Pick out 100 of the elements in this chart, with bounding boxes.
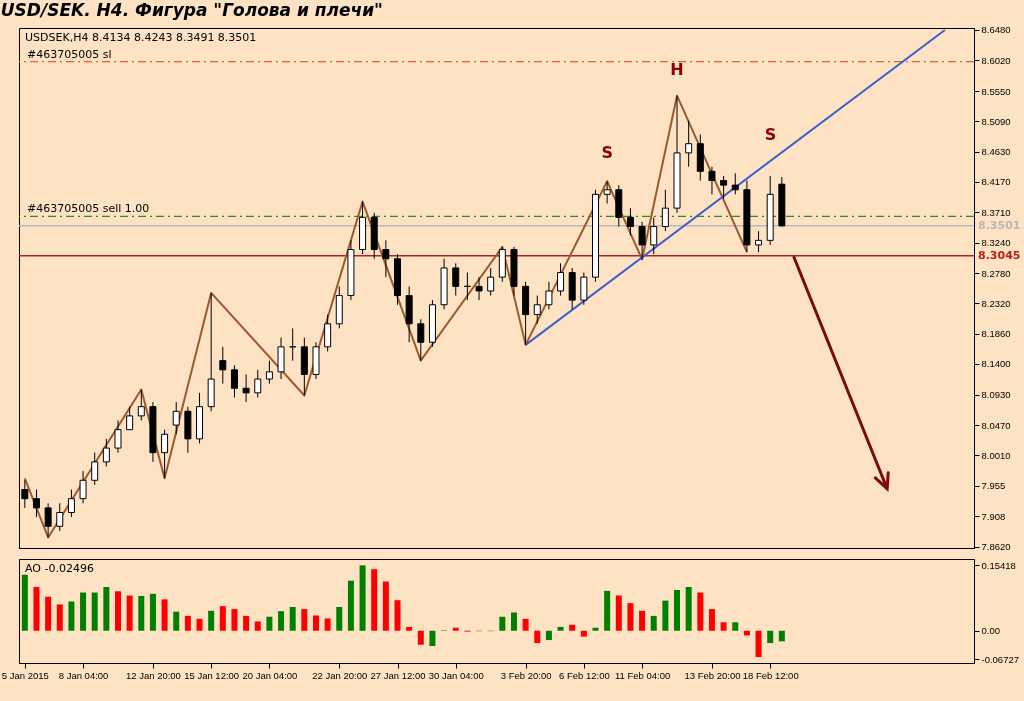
bar bbox=[371, 569, 378, 631]
candlestick bbox=[626, 207, 634, 237]
x-tick-label: 22 Jan 20:00 bbox=[312, 669, 368, 681]
candlestick bbox=[161, 429, 169, 479]
ref-line-label: 8.3501 bbox=[978, 218, 1021, 232]
annotation: USDSEK,H4 8.4134 8.4243 8.3491 8.3501 bbox=[25, 31, 257, 44]
candlestick bbox=[661, 189, 669, 232]
candlestick bbox=[265, 360, 273, 385]
candlestick bbox=[731, 172, 739, 195]
candlestick bbox=[720, 175, 728, 200]
bar bbox=[184, 615, 191, 631]
bar bbox=[173, 611, 180, 631]
bar bbox=[406, 626, 413, 631]
candlestick bbox=[755, 230, 763, 253]
bar bbox=[580, 630, 587, 637]
bar bbox=[126, 595, 133, 631]
y-tick-label: 8.0470 bbox=[981, 419, 1011, 431]
candlestick bbox=[533, 295, 541, 325]
bar bbox=[592, 627, 599, 631]
candlestick bbox=[56, 502, 64, 532]
bar bbox=[650, 615, 657, 631]
y-tick-label: 8.5090 bbox=[981, 115, 1011, 127]
bar bbox=[778, 630, 785, 642]
y-tick-label: 0.15418 bbox=[981, 559, 1016, 571]
x-tick-label: 6 Feb 12:00 bbox=[558, 669, 610, 681]
bar bbox=[324, 618, 331, 631]
bar bbox=[452, 627, 459, 631]
bar bbox=[312, 615, 319, 631]
bar bbox=[254, 621, 261, 631]
ref-line-label: #463705005 sl bbox=[27, 47, 112, 61]
y-tick-label: 8.6480 bbox=[981, 24, 1011, 36]
candlestick bbox=[708, 166, 716, 195]
candlestick bbox=[475, 276, 483, 301]
candlestick bbox=[382, 239, 390, 278]
bar bbox=[91, 592, 98, 631]
y-tick-label: 8.0930 bbox=[981, 389, 1011, 401]
bar bbox=[56, 604, 63, 631]
candlestick bbox=[487, 267, 495, 297]
y-tick-label: 8.6020 bbox=[981, 54, 1011, 66]
bar bbox=[278, 611, 285, 631]
x-tick-label: 3 Feb 20:00 bbox=[500, 669, 552, 681]
bar bbox=[534, 630, 541, 644]
bar bbox=[522, 618, 529, 631]
bar bbox=[499, 616, 506, 631]
bar bbox=[604, 590, 611, 631]
candlestick bbox=[67, 488, 75, 518]
bar bbox=[627, 603, 634, 631]
x-tick-label: 30 Jan 04:00 bbox=[428, 669, 484, 681]
y-tick-label: 0.00 bbox=[981, 625, 1000, 637]
y-tick-label: 7.955 bbox=[981, 480, 1006, 492]
candlestick bbox=[452, 262, 460, 297]
bar bbox=[382, 581, 389, 631]
bar bbox=[417, 630, 424, 645]
candlestick bbox=[137, 389, 145, 421]
x-tick-label: 18 Feb 12:00 bbox=[742, 669, 799, 681]
bar bbox=[243, 615, 250, 631]
candlestick bbox=[417, 318, 425, 362]
y-tick-label: 8.3240 bbox=[981, 237, 1011, 249]
bar bbox=[33, 587, 40, 631]
bar bbox=[347, 580, 354, 631]
y-tick-label: 7.8620 bbox=[981, 541, 1011, 553]
x-tick-label: 11 Feb 04:00 bbox=[614, 669, 671, 681]
bar bbox=[557, 626, 564, 631]
bar bbox=[266, 616, 273, 631]
annotation: S bbox=[764, 124, 777, 144]
bar bbox=[45, 596, 52, 631]
bar bbox=[21, 574, 28, 631]
candlestick bbox=[230, 364, 238, 398]
candlestick bbox=[638, 221, 646, 260]
candlestick bbox=[79, 470, 87, 504]
bar bbox=[114, 591, 121, 631]
candlestick bbox=[242, 373, 250, 403]
annotation: H bbox=[670, 59, 684, 79]
candlestick bbox=[324, 314, 332, 352]
bar bbox=[615, 595, 622, 631]
bar bbox=[510, 612, 517, 631]
bar bbox=[103, 587, 110, 631]
bar bbox=[755, 630, 762, 658]
x-tick-label: 15 Jan 12:00 bbox=[184, 669, 240, 681]
annotation: AO -0.02496 bbox=[25, 562, 94, 575]
candlestick bbox=[32, 488, 40, 518]
bar bbox=[208, 610, 215, 631]
y-tick-label: 8.2320 bbox=[981, 297, 1011, 309]
bar bbox=[720, 622, 727, 631]
candlestick bbox=[114, 419, 122, 454]
candlestick bbox=[685, 120, 693, 168]
candlestick bbox=[219, 346, 227, 385]
bar bbox=[674, 589, 681, 631]
y-tick-label: 8.1400 bbox=[981, 358, 1011, 370]
bar bbox=[639, 610, 646, 631]
bar bbox=[231, 609, 238, 631]
x-tick-label: 8 Jan 04:00 bbox=[58, 669, 109, 681]
bar bbox=[569, 624, 576, 631]
candlestick bbox=[603, 180, 611, 205]
candlestick bbox=[102, 438, 110, 467]
candlestick bbox=[580, 272, 588, 306]
bar bbox=[394, 600, 401, 631]
chart-title: USD/SEK. H4. Фигура "Голова и плечи" bbox=[0, 0, 383, 21]
annotation: S bbox=[601, 142, 614, 162]
y-tick-label: 8.4630 bbox=[981, 146, 1011, 158]
